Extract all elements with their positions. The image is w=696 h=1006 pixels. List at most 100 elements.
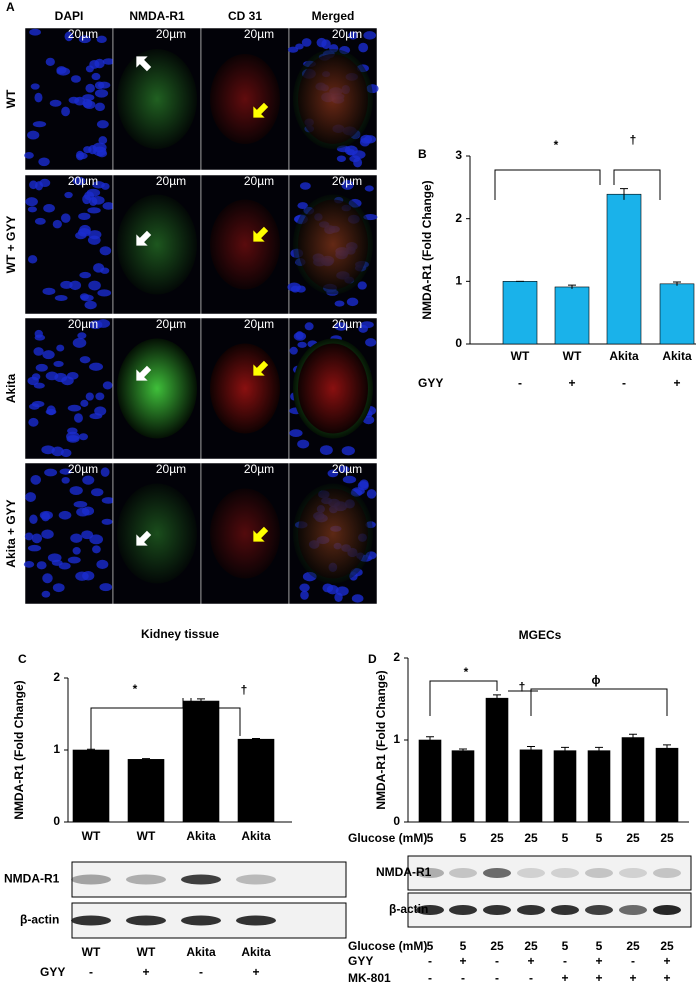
nucleus: [66, 431, 80, 442]
nucleus: [341, 179, 354, 190]
band: [449, 868, 477, 878]
nucleus: [53, 360, 64, 367]
nucleus: [27, 130, 40, 140]
treatment-value: +: [595, 954, 602, 968]
x-tick-label: 5: [562, 831, 569, 845]
nucleus: [326, 584, 339, 595]
band: [483, 905, 511, 915]
nucleus: [34, 92, 43, 103]
x-tick-label: Akita: [609, 349, 639, 363]
nucleus: [92, 181, 105, 189]
nucleus: [75, 150, 85, 161]
treatment-value: +: [663, 954, 670, 968]
nucleus: [82, 94, 95, 102]
micrographs: [23, 27, 379, 605]
nucleus: [85, 392, 94, 401]
blot-label: β-actin: [389, 902, 428, 916]
y-tick-label: 1: [393, 732, 400, 746]
nucleus: [299, 182, 311, 190]
band: [416, 905, 444, 915]
nucleus: [89, 534, 104, 545]
nucleus: [84, 300, 97, 310]
nucleus: [67, 556, 81, 564]
scale-bar-label: 20µm: [244, 317, 274, 331]
nucleus: [52, 583, 65, 593]
nucleus: [91, 72, 101, 81]
x-axis-label: Glucose (mM): [348, 831, 427, 845]
stain: [210, 488, 280, 579]
error-bar: [561, 746, 569, 754]
treatment-value: -: [199, 965, 203, 979]
band: [126, 874, 166, 885]
bar: [554, 286, 590, 345]
stain: [117, 49, 197, 149]
bar: [237, 738, 275, 823]
nucleus: [69, 280, 82, 291]
error-bar: [493, 694, 501, 702]
nucleus: [334, 300, 345, 307]
nucleus: [342, 475, 357, 484]
brackets: [90, 169, 668, 770]
annotation: *: [133, 682, 138, 696]
nucleus: [94, 81, 105, 90]
y-tick-label: 2: [53, 670, 60, 684]
nucleus: [351, 594, 364, 603]
y-tick-label: 1: [53, 742, 60, 756]
treatment-value: +: [629, 971, 636, 985]
treatment-value: 5: [460, 939, 467, 953]
nucleus: [297, 439, 310, 449]
nucleus: [357, 281, 367, 290]
nucleus: [78, 433, 89, 441]
nucleus: [358, 324, 368, 333]
treatment-value: 5: [427, 939, 434, 953]
panel-label: A: [6, 0, 15, 14]
nucleus: [42, 573, 53, 584]
nucleus: [24, 151, 34, 159]
stain: [117, 194, 197, 295]
nucleus: [78, 212, 91, 221]
nucleus: [81, 530, 94, 540]
treatment-value: WT: [82, 945, 101, 959]
arrow: [253, 526, 269, 542]
nucleus: [87, 207, 101, 214]
nucleus: [93, 263, 105, 273]
band: [551, 868, 579, 878]
y-tick-label: 0: [53, 814, 60, 828]
nucleus: [73, 413, 83, 423]
arrow: [136, 530, 152, 546]
nucleus: [96, 35, 107, 44]
nucleus: [334, 592, 343, 602]
nucleus: [316, 37, 327, 48]
treatment-value: 5: [596, 939, 603, 953]
nucleus: [82, 475, 95, 485]
scale-bar-label: 20µm: [156, 462, 186, 476]
nucleus: [96, 319, 111, 328]
nucleus: [25, 492, 37, 503]
nucleus: [91, 196, 105, 205]
band: [653, 868, 681, 878]
stain: [298, 343, 368, 434]
nucleus: [27, 255, 38, 264]
x-tick-label: 25: [524, 831, 538, 845]
nucleus: [70, 75, 81, 83]
treatment-value: -: [428, 971, 432, 985]
nucleus: [80, 294, 94, 302]
nucleus: [97, 289, 112, 297]
chart-title: Kidney tissue: [141, 627, 219, 641]
nucleus: [348, 31, 358, 40]
band: [416, 868, 444, 878]
scale-bar-label: 20µm: [68, 27, 98, 41]
treatment-value: -: [495, 954, 499, 968]
nucleus: [92, 545, 101, 554]
nucleus: [338, 465, 350, 473]
y-tick-label: 2: [393, 650, 400, 664]
treatment-value: -: [461, 971, 465, 985]
treatment-value: Akita: [186, 945, 216, 959]
nucleus: [363, 31, 376, 40]
nucleus: [82, 194, 91, 205]
bar: [621, 737, 645, 823]
chart-title: MGECs: [519, 628, 562, 642]
nucleus: [34, 334, 46, 341]
blot: [407, 855, 692, 891]
y-tick-label: 3: [455, 148, 462, 162]
